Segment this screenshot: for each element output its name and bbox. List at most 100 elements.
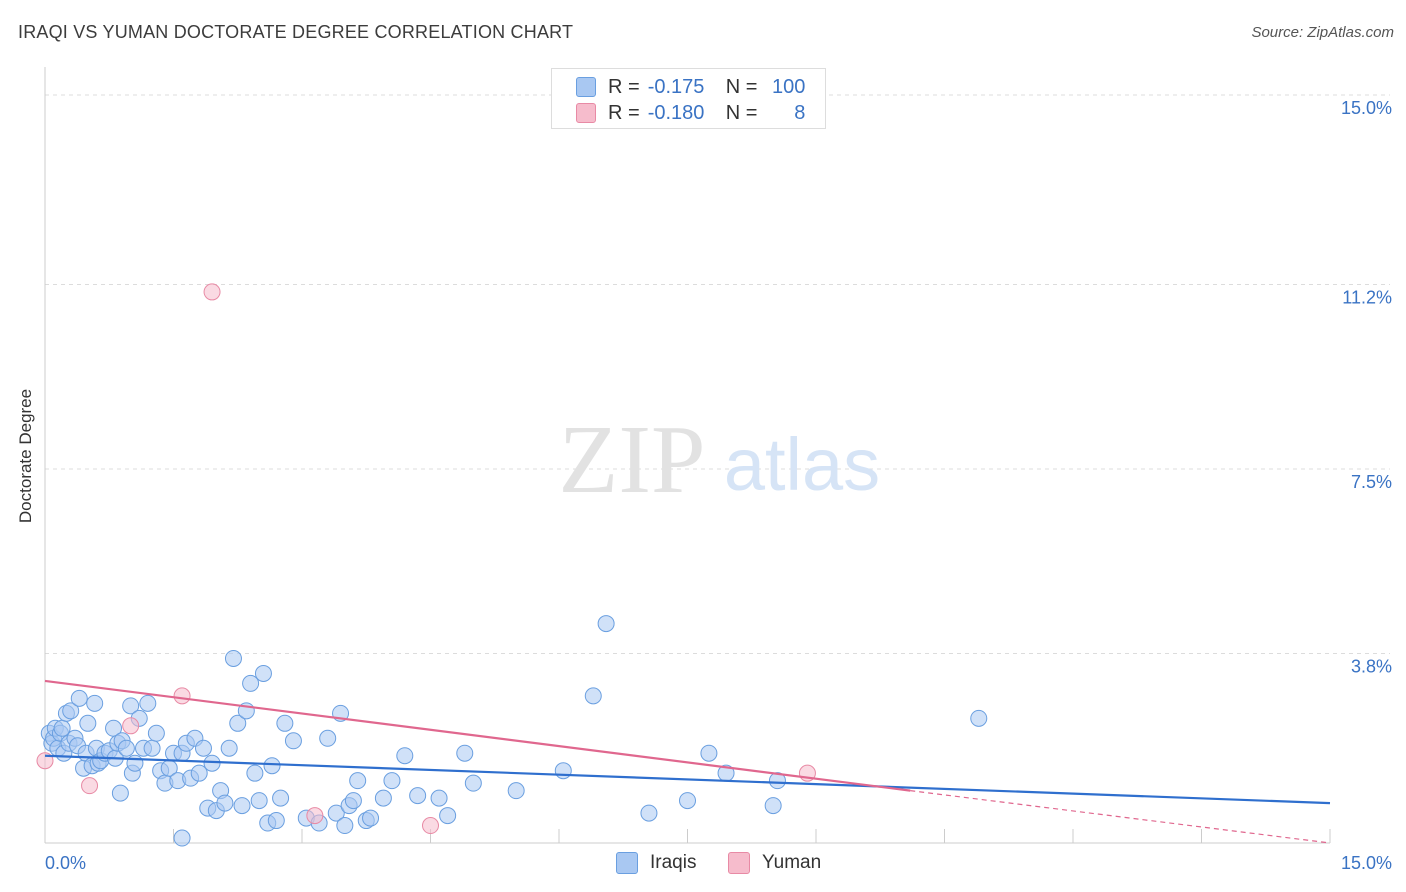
point-iraqis [263,757,281,775]
correlation-legend: R = -0.175 N = 100 R = -0.180 N = 8 [551,68,826,129]
legend-row-iraqis: R = -0.175 N = 100 [576,75,805,99]
point-iraqis [383,772,401,790]
legend-r-label: R = [608,101,640,124]
legend-row-yuman: R = -0.180 N = 8 [576,101,805,125]
series-swatch-iraqis [616,852,638,874]
series-label-yuman: Yuman [762,852,822,873]
point-iraqis [272,789,290,807]
point-yuman [306,807,324,825]
point-iraqis [597,615,615,633]
point-iraqis [250,792,268,810]
legend-r-value: -0.180 [647,101,705,124]
point-iraqis [344,792,362,810]
point-iraqis [233,797,251,815]
point-iraqis [768,772,786,790]
watermark: ZIP atlas [559,406,881,514]
point-iraqis [507,782,525,800]
point-iraqis [319,729,337,747]
series-label-iraqis: Iraqis [650,852,697,873]
legend-n-label: N = [725,75,758,98]
source-credit: Source: ZipAtlas.com [1251,24,1394,41]
tick-labels: 3.8% 7.5% 11.2% 15.0% 0.0% 15.0% [45,98,1392,873]
point-iraqis [374,789,392,807]
y-tick-label: 11.2% [1342,287,1392,307]
point-iraqis [409,787,427,805]
point-iraqis [122,697,140,715]
y-tick-label: 15.0% [1341,98,1392,118]
point-iraqis [147,724,165,742]
chart-title: IRAQI VS YUMAN DOCTORATE DEGREE CORRELAT… [18,22,574,42]
point-iraqis [439,807,457,825]
point-iraqis [86,694,104,712]
point-iraqis [126,754,144,772]
trend-line-extension-yuman [910,790,1331,844]
point-iraqis [396,747,414,765]
series-swatch-yuman [728,852,750,874]
watermark-zip: ZIP [559,406,706,514]
data-points [36,283,988,847]
trend-line-iraqis [44,754,1331,805]
series-legend: Iraqis Yuman [0,852,1406,878]
point-iraqis [276,714,294,732]
point-yuman [122,717,140,735]
point-iraqis [117,739,135,757]
point-iraqis [220,739,238,757]
point-iraqis [246,764,264,782]
y-tick-label: 3.8% [1351,656,1392,676]
trend-line-yuman [44,679,911,792]
legend-n-value: 100 [772,75,806,98]
point-yuman [173,687,191,705]
point-iraqis [242,674,260,692]
gridlines [45,94,1390,654]
legend-n-label: N = [725,101,758,124]
point-iraqis [584,687,602,705]
point-iraqis [679,792,696,810]
point-yuman [422,817,439,835]
point-iraqis [456,744,474,762]
point-iraqis [764,797,782,815]
series-legend-yuman[interactable]: Yuman [728,852,821,874]
y-axis-label: Doctorate Degree [16,388,35,524]
point-yuman [81,777,99,795]
point-iraqis [640,804,658,822]
point-iraqis [139,694,157,712]
point-iraqis [267,812,285,830]
point-iraqis [203,754,221,772]
point-iraqis [349,772,367,790]
watermark-atlas: atlas [724,423,880,506]
y-tick-label: 7.5% [1351,472,1392,492]
point-iraqis [62,702,80,720]
legend-swatch-yuman [576,103,596,123]
point-iraqis [229,714,247,732]
point-iraqis [111,784,129,802]
x-tick-label-max: 15.0% [1341,853,1392,873]
axes [44,67,1331,844]
point-iraqis [224,649,242,667]
point-iraqis [554,762,572,780]
point-iraqis [327,804,345,822]
point-iraqis [216,794,234,812]
point-yuman [203,283,221,301]
point-iraqis [464,774,482,792]
point-iraqis [190,764,208,782]
point-iraqis [336,817,354,835]
point-iraqis [173,829,191,847]
point-iraqis [284,732,302,750]
point-iraqis [194,739,212,757]
legend-r-value: -0.175 [647,75,705,98]
trend-lines [44,679,1331,844]
point-iraqis [70,689,88,707]
point-iraqis [254,664,272,682]
point-iraqis [79,714,97,732]
point-iraqis [362,809,380,827]
legend-n-value: 8 [794,101,806,124]
legend-swatch-iraqis [576,77,596,97]
legend-r-label: R = [608,75,640,98]
point-iraqis [700,744,718,762]
point-iraqis [143,739,161,757]
point-iraqis [970,709,988,727]
x-tick-label-min: 0.0% [45,853,86,873]
series-legend-iraqis[interactable]: Iraqis [616,852,696,874]
point-iraqis [430,789,448,807]
